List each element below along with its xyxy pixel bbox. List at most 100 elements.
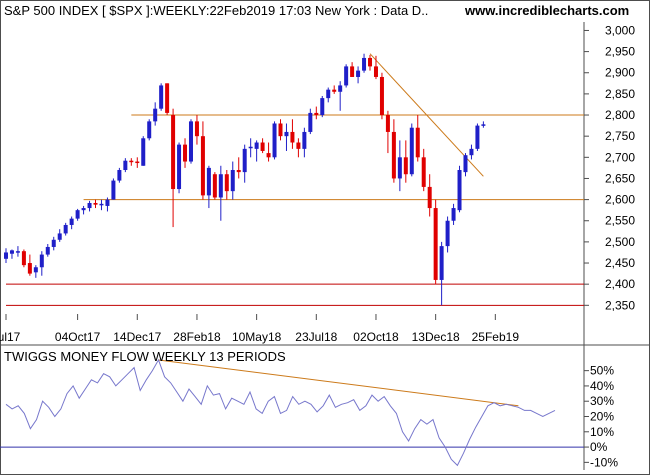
price-x-tick-label: 02Oct18 bbox=[353, 330, 399, 344]
site-url: www.incrediblecharts.com bbox=[465, 3, 630, 18]
price-y-tick-label: 2,750 bbox=[605, 129, 635, 143]
candle-body bbox=[403, 157, 408, 175]
price-y-tick-label: 2,900 bbox=[605, 66, 635, 80]
candle-body bbox=[284, 131, 289, 137]
candle-body bbox=[463, 155, 468, 173]
candle-body bbox=[63, 224, 68, 234]
candle-body bbox=[200, 136, 205, 196]
candle-body bbox=[314, 112, 319, 116]
candle-body bbox=[409, 127, 414, 175]
candle-body bbox=[147, 121, 152, 139]
candle-body bbox=[218, 174, 223, 198]
candle-body bbox=[69, 218, 74, 225]
candle-body bbox=[469, 148, 474, 156]
price-y-tick-label: 2,700 bbox=[605, 150, 635, 164]
candle-body bbox=[75, 210, 80, 219]
candle-body bbox=[153, 108, 158, 122]
candle-body bbox=[278, 123, 283, 137]
candle-body bbox=[212, 174, 217, 198]
candle-body bbox=[117, 170, 122, 181]
candle-body bbox=[326, 89, 331, 99]
candle-body bbox=[368, 57, 373, 67]
candle-body bbox=[379, 76, 384, 116]
mf-y-tick-label: 30% bbox=[590, 394, 614, 408]
candle-body bbox=[254, 142, 259, 149]
candle-body bbox=[332, 89, 337, 92]
mf-y-tick-label: 20% bbox=[590, 410, 614, 424]
candle-body bbox=[385, 115, 390, 132]
candle-body bbox=[81, 208, 86, 211]
candle-body bbox=[433, 208, 438, 280]
candle-body bbox=[457, 170, 462, 211]
mf-trend-line bbox=[158, 359, 519, 407]
mf-y-tick-label: 0% bbox=[590, 440, 608, 454]
candle-body bbox=[338, 85, 343, 92]
candle-body bbox=[27, 263, 32, 274]
price-y-tick-label: 2,500 bbox=[605, 235, 635, 249]
price-y-tick-label: 2,650 bbox=[605, 171, 635, 185]
price-x-tick-label: Jul17 bbox=[0, 330, 21, 344]
candle-body bbox=[45, 246, 50, 255]
candle-body bbox=[39, 254, 44, 268]
candle-body bbox=[141, 138, 146, 166]
candle-body bbox=[171, 115, 176, 190]
candle-body bbox=[105, 199, 110, 206]
price-y-tick-label: 2,850 bbox=[605, 87, 635, 101]
chart-title: S&P 500 INDEX [ $SPX ]:WEEKLY:22Feb2019 … bbox=[4, 3, 429, 18]
candle-body bbox=[242, 148, 247, 173]
candle-body bbox=[439, 246, 444, 280]
price-y-tick-label: 2,350 bbox=[605, 298, 635, 312]
candle-body bbox=[51, 239, 56, 247]
mf-y-tick-label: 50% bbox=[590, 364, 614, 378]
price-y-tick-label: 3,000 bbox=[605, 23, 635, 37]
candle-body bbox=[451, 208, 456, 221]
price-y-tick-label: 2,600 bbox=[605, 193, 635, 207]
candle-body bbox=[123, 160, 128, 170]
candle-body bbox=[111, 180, 116, 200]
mf-y-tick-label: -10% bbox=[590, 455, 618, 469]
candle-body bbox=[33, 267, 38, 273]
candle-body bbox=[230, 170, 235, 192]
candle-body bbox=[57, 233, 62, 240]
candle-body bbox=[272, 123, 277, 158]
candle-body bbox=[290, 131, 295, 143]
candle-body bbox=[206, 167, 211, 196]
candle-body bbox=[421, 157, 426, 187]
candle-body bbox=[165, 83, 170, 113]
candle-body bbox=[177, 144, 182, 190]
candle-body bbox=[194, 121, 199, 137]
price-y-tick-label: 2,950 bbox=[605, 45, 635, 59]
candle-body bbox=[356, 70, 361, 77]
candle-body bbox=[236, 170, 241, 173]
candle-body bbox=[4, 252, 8, 259]
price-x-tick-label: 10May18 bbox=[232, 330, 282, 344]
price-y-tick-label: 2,450 bbox=[605, 256, 635, 270]
candle-body bbox=[308, 112, 313, 132]
candle-body bbox=[320, 98, 325, 116]
price-x-tick-label: 14Dec17 bbox=[113, 330, 161, 344]
candle-body bbox=[475, 125, 480, 149]
candle-body bbox=[129, 160, 134, 163]
candle-body bbox=[362, 57, 367, 71]
candle-body bbox=[302, 131, 307, 149]
price-y-tick-label: 2,400 bbox=[605, 277, 635, 291]
candle-body bbox=[445, 220, 450, 247]
candle-body bbox=[373, 66, 378, 77]
candle-body bbox=[9, 250, 14, 254]
money-flow-title: TWIGGS MONEY FLOW WEEKLY 13 PERIODS bbox=[4, 349, 286, 364]
price-y-tick-label: 2,550 bbox=[605, 214, 635, 228]
candle-body bbox=[21, 251, 26, 266]
price-x-tick-label: 28Feb18 bbox=[173, 330, 221, 344]
candle-body bbox=[296, 142, 301, 149]
candle-body bbox=[224, 174, 229, 192]
candle-body bbox=[427, 186, 432, 209]
candle-body bbox=[159, 85, 164, 109]
candle-body bbox=[260, 142, 265, 151]
price-x-tick-label: 13Dec18 bbox=[412, 330, 460, 344]
money-flow-series-line bbox=[5, 358, 556, 467]
candle-body bbox=[183, 144, 188, 162]
price-x-tick-label: 25Feb19 bbox=[472, 330, 520, 344]
price-x-tick-label: 23Jul18 bbox=[295, 330, 337, 344]
candle-body bbox=[391, 131, 396, 179]
